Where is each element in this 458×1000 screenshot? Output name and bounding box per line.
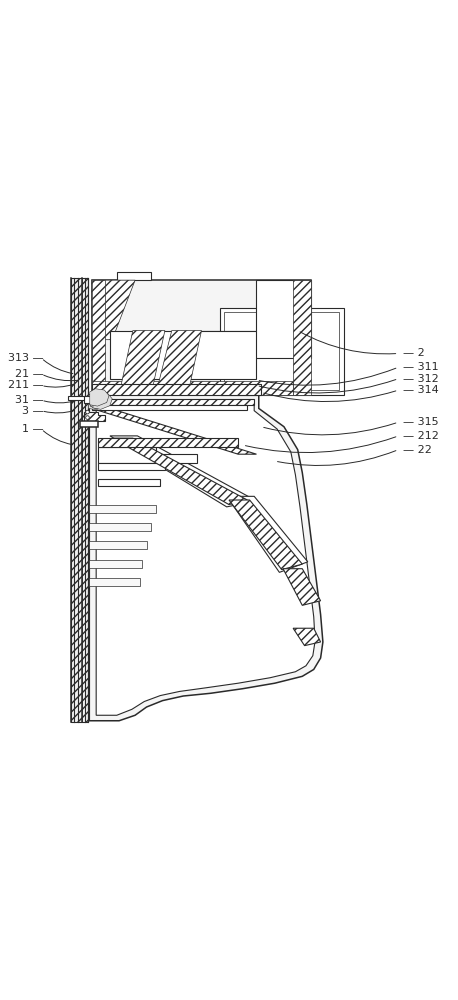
Text: — 314: — 314 bbox=[403, 385, 439, 395]
Circle shape bbox=[86, 410, 89, 414]
Polygon shape bbox=[98, 479, 160, 486]
Text: — 312: — 312 bbox=[403, 374, 439, 384]
Polygon shape bbox=[89, 505, 156, 513]
Polygon shape bbox=[119, 331, 165, 395]
Polygon shape bbox=[88, 392, 108, 410]
Polygon shape bbox=[110, 436, 256, 507]
Polygon shape bbox=[96, 400, 315, 715]
Text: — 315: — 315 bbox=[403, 417, 439, 427]
Polygon shape bbox=[89, 523, 151, 531]
Polygon shape bbox=[283, 569, 321, 605]
Polygon shape bbox=[84, 412, 105, 421]
Polygon shape bbox=[89, 395, 323, 721]
Polygon shape bbox=[220, 308, 344, 395]
Polygon shape bbox=[68, 396, 92, 400]
Polygon shape bbox=[224, 312, 339, 390]
Polygon shape bbox=[227, 496, 308, 572]
Polygon shape bbox=[71, 278, 88, 722]
Polygon shape bbox=[89, 560, 142, 568]
Text: 3 —: 3 — bbox=[22, 406, 44, 416]
Polygon shape bbox=[112, 438, 247, 505]
Polygon shape bbox=[80, 421, 98, 427]
Ellipse shape bbox=[94, 395, 106, 404]
Text: 21 —: 21 — bbox=[15, 369, 44, 379]
Text: 31 —: 31 — bbox=[15, 395, 44, 405]
Polygon shape bbox=[197, 280, 311, 358]
Polygon shape bbox=[156, 331, 202, 395]
Text: 211 —: 211 — bbox=[8, 380, 44, 390]
Polygon shape bbox=[92, 280, 311, 395]
Polygon shape bbox=[92, 381, 293, 395]
Polygon shape bbox=[110, 331, 256, 379]
Polygon shape bbox=[92, 280, 105, 395]
Polygon shape bbox=[293, 628, 321, 646]
Ellipse shape bbox=[92, 395, 105, 406]
Polygon shape bbox=[91, 391, 110, 408]
Polygon shape bbox=[84, 396, 91, 403]
Text: — 311: — 311 bbox=[403, 362, 439, 372]
Polygon shape bbox=[229, 500, 302, 570]
Text: 1 —: 1 — bbox=[22, 424, 44, 434]
Ellipse shape bbox=[89, 395, 105, 408]
Polygon shape bbox=[92, 399, 254, 405]
Text: 313 —: 313 — bbox=[8, 353, 44, 363]
Polygon shape bbox=[96, 410, 256, 454]
Text: — 212: — 212 bbox=[403, 431, 439, 441]
Text: — 2: — 2 bbox=[403, 348, 425, 358]
Text: — 22: — 22 bbox=[403, 445, 432, 455]
Polygon shape bbox=[92, 280, 135, 340]
Polygon shape bbox=[293, 280, 311, 395]
Polygon shape bbox=[89, 578, 140, 586]
Polygon shape bbox=[98, 447, 197, 463]
Polygon shape bbox=[98, 463, 165, 470]
Polygon shape bbox=[93, 392, 112, 409]
Polygon shape bbox=[117, 272, 151, 280]
Polygon shape bbox=[89, 541, 147, 549]
Polygon shape bbox=[92, 384, 261, 395]
Polygon shape bbox=[92, 405, 247, 410]
Circle shape bbox=[86, 416, 89, 419]
Polygon shape bbox=[98, 438, 238, 447]
Polygon shape bbox=[90, 389, 109, 406]
